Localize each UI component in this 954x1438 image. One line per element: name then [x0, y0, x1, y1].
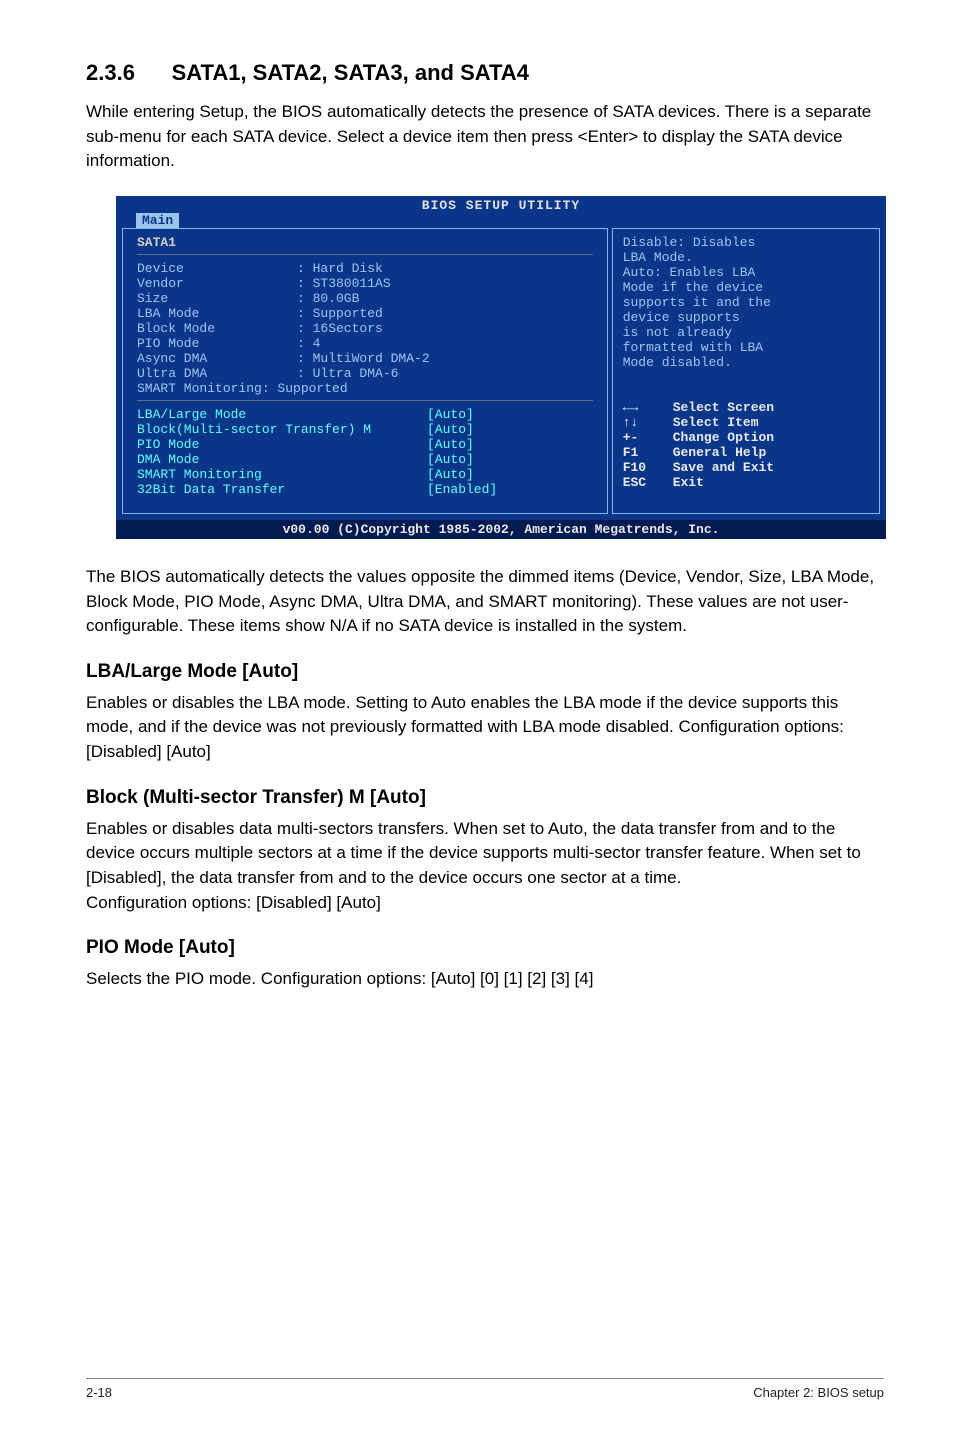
bios-key-help: +-Change Option [623, 430, 869, 445]
bios-option-row[interactable]: 32Bit Data Transfer[Enabled] [137, 482, 593, 497]
subsection-heading: LBA/Large Mode [Auto] [86, 661, 884, 683]
bios-key-help: F1General Help [623, 445, 869, 460]
bios-option-row[interactable]: DMA Mode[Auto] [137, 452, 593, 467]
page-number: 2-18 [86, 1385, 112, 1400]
bios-help-line: LBA Mode. [623, 250, 869, 265]
page-footer: 2-18 Chapter 2: BIOS setup [86, 1378, 884, 1400]
bios-right-panel: Disable: Disables LBA Mode. Auto: Enable… [612, 228, 880, 514]
subsection-heading: PIO Mode [Auto] [86, 937, 884, 959]
bios-left-head: SATA1 [137, 235, 593, 250]
bios-left-panel: SATA1 Device: Hard Disk Vendor: ST380011… [122, 228, 608, 514]
bios-option-row[interactable]: SMART Monitoring[Auto] [137, 467, 593, 482]
bios-help-line: Mode disabled. [623, 355, 869, 370]
bios-help-line: Disable: Disables [623, 235, 869, 250]
bios-option-row[interactable]: PIO Mode[Auto] [137, 437, 593, 452]
bios-info-row: Block Mode: 16Sectors [137, 321, 593, 336]
bios-key-help: ESCExit [623, 475, 869, 490]
bios-info-row: Ultra DMA: Ultra DMA-6 [137, 366, 593, 381]
bios-key-help: F10Save and Exit [623, 460, 869, 475]
bios-info-row: Async DMA: MultiWord DMA-2 [137, 351, 593, 366]
bios-screenshot: BIOS SETUP UTILITY Main SATA1 Device: Ha… [116, 196, 886, 539]
bios-info-row: LBA Mode: Supported [137, 306, 593, 321]
bios-key-help: ←→Select Screen [623, 400, 869, 415]
subsection-body: Enables or disables data multi-sectors t… [86, 817, 884, 916]
bios-help-line: Auto: Enables LBA [623, 265, 869, 280]
subsection-heading: Block (Multi-sector Transfer) M [Auto] [86, 787, 884, 809]
section-heading: 2.3.6 SATA1, SATA2, SATA3, and SATA4 [86, 60, 884, 86]
bios-tab-main: Main [136, 213, 179, 228]
bios-info-row: Size: 80.0GB [137, 291, 593, 306]
bios-info-row: Device: Hard Disk [137, 261, 593, 276]
bios-title: BIOS SETUP UTILITY [116, 196, 886, 213]
bios-option-row[interactable]: Block(Multi-sector Transfer) M[Auto] [137, 422, 593, 437]
bios-help-line: supports it and the [623, 295, 869, 310]
subsection-body: Enables or disables the LBA mode. Settin… [86, 691, 884, 765]
subsection-body: Selects the PIO mode. Configuration opti… [86, 967, 884, 992]
chapter-label: Chapter 2: BIOS setup [753, 1385, 884, 1400]
bios-info-row: PIO Mode: 4 [137, 336, 593, 351]
bios-help-line: Mode if the device [623, 280, 869, 295]
after-bios-paragraph: The BIOS automatically detects the value… [86, 565, 884, 639]
bios-key-help: ↑↓Select Item [623, 415, 869, 430]
bios-help-line: is not already [623, 325, 869, 340]
bios-info-row: SMART Monitoring: Supported [137, 381, 593, 396]
bios-info-row: Vendor: ST380011AS [137, 276, 593, 291]
intro-paragraph: While entering Setup, the BIOS automatic… [86, 100, 884, 174]
bios-footer: v00.00 (C)Copyright 1985-2002, American … [116, 520, 886, 539]
bios-option-row[interactable]: LBA/Large Mode[Auto] [137, 407, 593, 422]
bios-help-line: formatted with LBA [623, 340, 869, 355]
bios-help-line: device supports [623, 310, 869, 325]
